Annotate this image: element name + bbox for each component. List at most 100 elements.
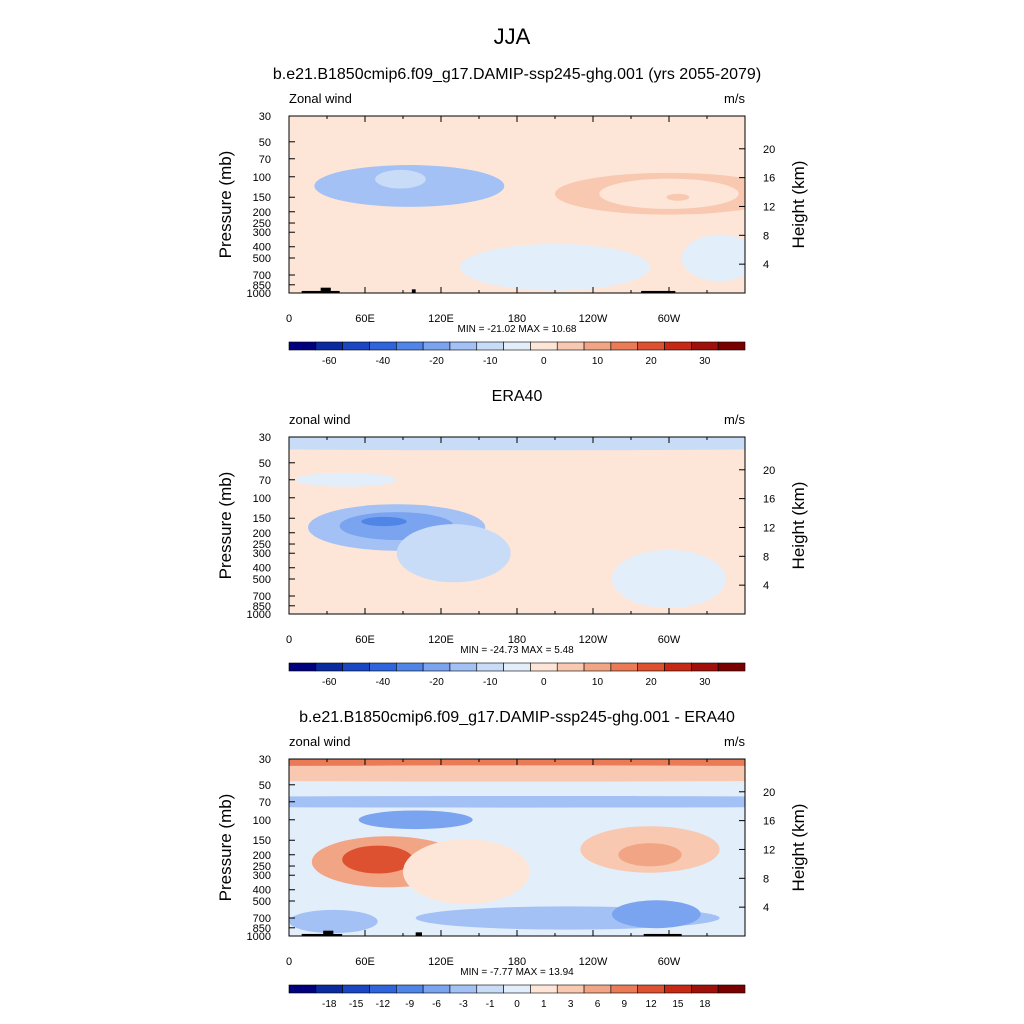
y-tick-label: 250 [253, 218, 271, 230]
y-tick-label: 1000 [247, 931, 271, 943]
colorbar-label: -60 [322, 356, 337, 367]
y2-tick-label: 12 [763, 201, 775, 213]
colorbar-label: 0 [541, 356, 547, 367]
colorbar-swatch [476, 662, 504, 672]
y-tick-label: 150 [253, 192, 271, 204]
variable-label: Zonal wind [289, 91, 352, 106]
y2-axis-title: Height (km) [789, 161, 808, 249]
y-tick-label: 850 [253, 280, 271, 292]
y-tick-label: 70 [259, 154, 271, 166]
colorbar-label: -40 [376, 356, 391, 367]
y2-tick-label: 12 [763, 844, 775, 856]
colorbar-label: -60 [322, 677, 337, 688]
colorbar-swatch [610, 662, 639, 672]
colorbar-swatch [449, 662, 478, 672]
y2-tick-label: 8 [763, 873, 769, 885]
units-label: m/s [724, 412, 745, 427]
min-max-stats: MIN = -7.77 MAX = 13.94 [460, 967, 574, 978]
y-tick-label: 1000 [247, 609, 271, 621]
colorbar-swatch [449, 341, 478, 351]
y2-tick-label: 16 [763, 173, 775, 185]
colorbar-swatch [717, 341, 746, 351]
colorbar-swatch [717, 984, 746, 994]
colorbar-swatch [691, 662, 719, 672]
colorbar-label: 10 [592, 677, 604, 688]
contour-region [289, 795, 745, 808]
y-tick-label: 200 [253, 850, 271, 862]
contour-region [295, 472, 397, 487]
colorbar-swatch [342, 984, 370, 994]
y-tick-label: 100 [253, 172, 271, 184]
x-tick-label: 60E [355, 956, 375, 968]
y-tick-label: 200 [253, 207, 271, 219]
y-tick-label: 300 [253, 548, 271, 560]
y-tick-label: 300 [253, 870, 271, 882]
contour-region [358, 810, 473, 830]
y2-tick-label: 4 [763, 902, 769, 914]
contour-region [358, 269, 423, 281]
colorbar-swatch [288, 662, 317, 672]
colorbar-swatch [530, 341, 558, 351]
terrain-mask [301, 933, 343, 936]
panel-model: b.e21.B1850cmip6.f09_g17.DAMIP-ssp245-gh… [216, 66, 808, 367]
x-tick-label: 60E [355, 313, 375, 325]
terrain-mask [415, 932, 422, 936]
y2-axis-title: Height (km) [789, 804, 808, 892]
colorbar-swatch [315, 662, 343, 672]
panel-title: b.e21.B1850cmip6.f09_g17.DAMIP-ssp245-gh… [299, 709, 735, 726]
colorbar-swatch [288, 984, 317, 994]
contour-field [289, 116, 745, 293]
colorbar-swatch [583, 341, 612, 351]
colorbar-label: 30 [699, 356, 711, 367]
x-tick-label: 60W [658, 313, 681, 325]
y2-tick-label: 8 [763, 551, 769, 563]
colorbar-label: -18 [322, 999, 337, 1010]
x-tick-label: 60E [355, 634, 375, 646]
y-tick-label: 50 [259, 137, 271, 149]
contour-region [289, 909, 378, 934]
y-tick-label: 50 [259, 780, 271, 792]
y-tick-label: 300 [253, 227, 271, 239]
colorbar-swatch [691, 984, 719, 994]
figure-title: JJA [494, 24, 531, 49]
terrain-mask [641, 290, 676, 293]
terrain-mask [323, 930, 334, 936]
contour-region [599, 178, 739, 209]
y-tick-label: 70 [259, 797, 271, 809]
colorbar-label: -1 [486, 999, 495, 1010]
contour-region [612, 549, 726, 609]
contour-region [396, 524, 511, 583]
y-tick-label: 70 [259, 475, 271, 487]
contour-region [618, 843, 682, 867]
colorbar-label: 9 [622, 999, 628, 1010]
y2-tick-label: 16 [763, 494, 775, 506]
y2-tick-label: 20 [763, 144, 775, 156]
contour-region [612, 900, 701, 929]
x-tick-label: 120E [428, 634, 454, 646]
colorbar-label: 0 [514, 999, 520, 1010]
colorbar-swatch [449, 984, 478, 994]
colorbar-swatch [637, 984, 665, 994]
colorbar-label: -15 [349, 999, 364, 1010]
colorbar-swatch [395, 662, 424, 672]
x-tick-label: 0 [286, 634, 292, 646]
panel-difference: b.e21.B1850cmip6.f09_g17.DAMIP-ssp245-gh… [216, 709, 808, 1010]
colorbar-swatch [530, 984, 558, 994]
panel-era40: ERA40 0 60E 120E 180 120W 60W3050701001502002… [216, 388, 808, 688]
contour-region [289, 765, 745, 782]
contour-region [403, 839, 530, 905]
y2-tick-label: 8 [763, 230, 769, 242]
x-tick-label: 120W [579, 634, 608, 646]
colorbar-label: 6 [595, 999, 601, 1010]
y-tick-label: 30 [259, 111, 271, 123]
colorbar-swatch [422, 662, 451, 672]
contour-region [289, 221, 479, 273]
colorbar-swatch [664, 341, 692, 351]
y-tick-label: 700 [253, 270, 271, 282]
terrain-mask [643, 933, 682, 936]
colorbar-label: 0 [541, 677, 547, 688]
contour-region [320, 571, 435, 614]
colorbar-label: 12 [646, 999, 658, 1010]
colorbar-swatch [503, 984, 531, 994]
x-tick-label: 60W [658, 634, 681, 646]
